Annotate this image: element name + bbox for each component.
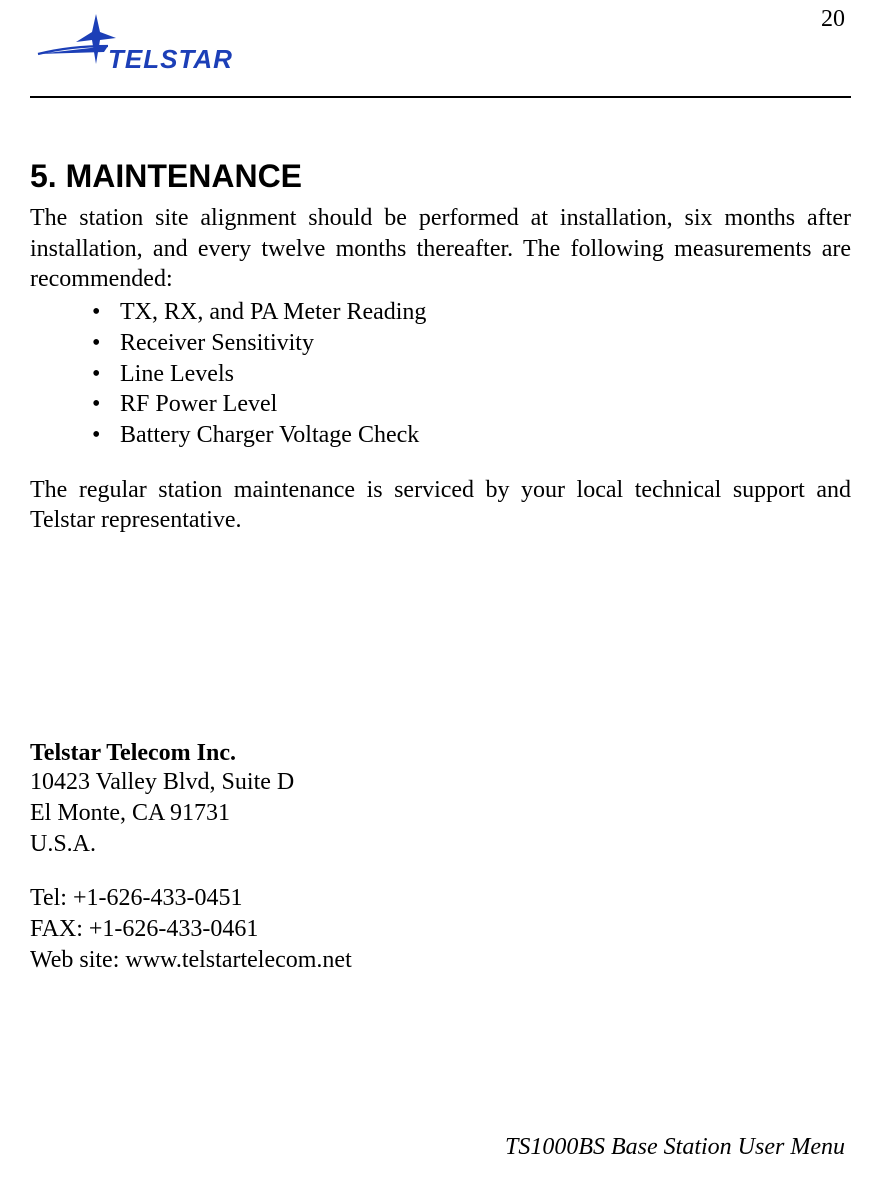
- section-title: 5. MAINTENANCE: [30, 158, 851, 195]
- contact-line: FAX: +1-626-433-0461: [30, 914, 851, 945]
- telstar-star-icon: TELSTAR: [30, 6, 240, 84]
- measurements-list: TX, RX, and PA Meter Reading Receiver Se…: [30, 297, 851, 451]
- page-number: 20: [821, 6, 851, 33]
- company-name: Telstar Telecom Inc.: [30, 740, 851, 767]
- address-line: U.S.A.: [30, 829, 851, 860]
- footer-title: TS1000BS Base Station User Menu: [505, 1134, 845, 1161]
- spacer: [30, 859, 851, 883]
- address-line: 10423 Valley Blvd, Suite D: [30, 767, 851, 798]
- address-line: El Monte, CA 91731: [30, 798, 851, 829]
- spacer: [30, 536, 851, 740]
- page-content: 5. MAINTENANCE The station site alignmen…: [30, 98, 851, 976]
- logo-text: TELSTAR: [108, 44, 233, 74]
- contact-line: Tel: +1-626-433-0451: [30, 883, 851, 914]
- list-item: Line Levels: [92, 359, 851, 390]
- list-item: Receiver Sensitivity: [92, 328, 851, 359]
- intro-paragraph: The station site alignment should be per…: [30, 203, 851, 295]
- telstar-logo: TELSTAR: [30, 6, 240, 84]
- contact-line: Web site: www.telstartelecom.net: [30, 945, 851, 976]
- list-item: TX, RX, and PA Meter Reading: [92, 297, 851, 328]
- page-header: TELSTAR 20: [30, 0, 851, 90]
- closing-paragraph: The regular station maintenance is servi…: [30, 475, 851, 536]
- list-item: RF Power Level: [92, 389, 851, 420]
- list-item: Battery Charger Voltage Check: [92, 420, 851, 451]
